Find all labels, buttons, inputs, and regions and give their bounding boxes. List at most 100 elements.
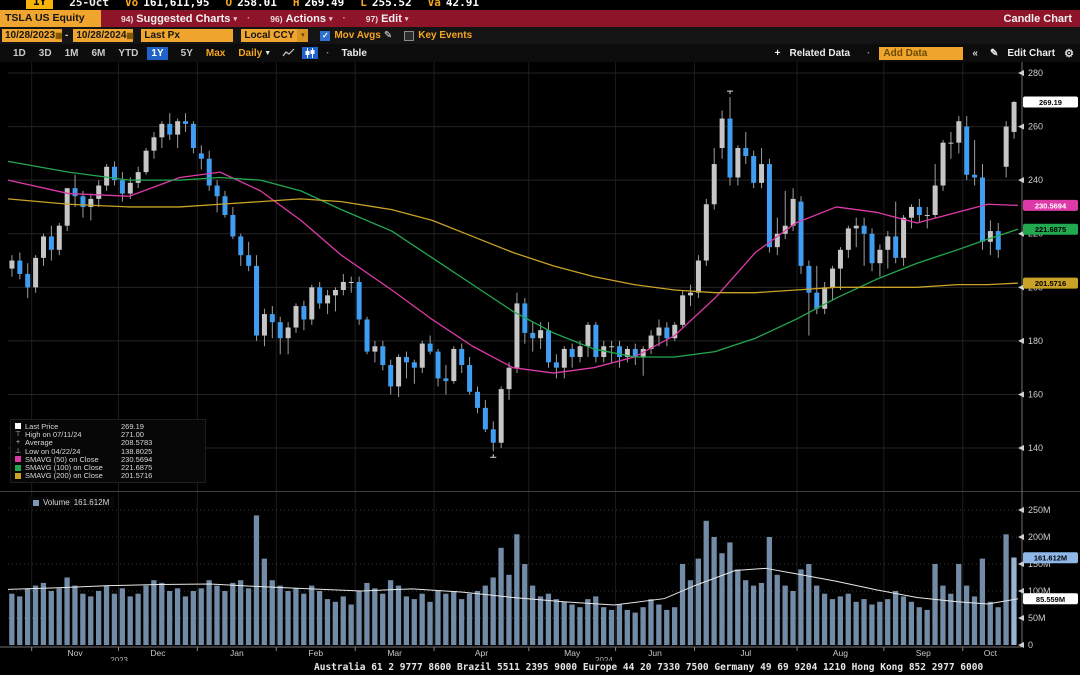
svg-text:Feb: Feb [308, 648, 323, 658]
line-chart-icon[interactable] [282, 48, 295, 58]
currency-dropdown-icon[interactable]: ▾ [297, 29, 309, 42]
svg-text:180: 180 [1028, 336, 1043, 346]
gear-icon[interactable]: ⚙ [1064, 47, 1074, 60]
svg-text:Jun: Jun [648, 648, 662, 658]
legend-low[interactable]: ⊥ Low on 04/22/24 138.8025 [15, 446, 153, 456]
related-data-button[interactable]: Related Data [789, 47, 851, 59]
legend-smavg50[interactable]: SMAVG (50) on Close 230.5694 [15, 455, 201, 464]
volume-ma-line [7, 567, 1019, 606]
svg-text:201.5716: 201.5716 [1035, 279, 1066, 288]
period-1y-selected[interactable]: 1Y [147, 46, 168, 60]
quote-high: H 269.49 [292, 0, 345, 9]
svg-text:161.612M: 161.612M [1034, 554, 1067, 563]
range-bar: 1D 3D 1M 6M YTD 1Y 5Y Max Daily ▼ · Tabl… [0, 44, 1080, 62]
legend-smavg200[interactable]: SMAVG (200) on Close 201.5716 [15, 471, 201, 480]
legend-high[interactable]: ⊤ High on 07/11/24 271.00 [15, 429, 144, 439]
frequency-select[interactable]: Daily [238, 47, 263, 59]
calendar-icon[interactable]: ▦ [55, 31, 63, 40]
candles [9, 97, 1017, 452]
plus-icon: + [774, 47, 781, 59]
chart-legend[interactable]: Last Price 269.19 ⊤ High on 07/11/24 271.0… [10, 419, 206, 484]
svg-text:140: 140 [1028, 443, 1043, 453]
period-1d[interactable]: 1D [13, 47, 26, 59]
svg-text:Jan: Jan [230, 648, 244, 658]
period-ytd[interactable]: YTD [118, 47, 139, 59]
svg-text:Oct: Oct [984, 648, 998, 658]
quote-badge: 1Y [26, 0, 54, 9]
svg-text:Jul: Jul [740, 648, 751, 658]
gridlines [8, 62, 1018, 651]
axis-tags: 201.5716 221.6875 230.5694 269.19 161.612M 85… [1023, 96, 1078, 605]
menu-edit[interactable]: 97) Edit ▾ [365, 12, 409, 25]
quote-open: O 258.01 [225, 0, 277, 9]
svg-text:2023: 2023 [110, 656, 128, 664]
svg-text:Apr: Apr [475, 648, 488, 658]
svg-text:200M: 200M [1028, 532, 1051, 542]
mov-avgs-checkbox[interactable]: ✓ [320, 30, 331, 41]
pencil-icon[interactable]: ✎ [383, 30, 393, 41]
chevron-down-icon: ▾ [404, 15, 409, 23]
fn-num: 94) [121, 13, 134, 24]
quote-value: Va 42.91 [427, 0, 479, 9]
date-to-input[interactable]: 10/28/2024 ▦ [73, 29, 134, 42]
volume-value: 161.612M [73, 498, 110, 507]
svg-text:85.559M: 85.559M [1036, 595, 1065, 604]
svg-text:150M: 150M [1028, 559, 1051, 569]
svg-text:Nov: Nov [68, 648, 84, 658]
table-button[interactable]: Table [341, 47, 367, 59]
add-data-input[interactable]: Add Data [879, 46, 964, 60]
svg-text:Dec: Dec [150, 648, 166, 658]
period-1m[interactable]: 1M [64, 47, 79, 59]
mov-avgs-label[interactable]: Mov Avgs [334, 30, 381, 41]
period-5y[interactable]: 5Y [180, 47, 193, 59]
key-events-checkbox[interactable] [404, 30, 415, 41]
menu-suggested-charts[interactable]: 94) Suggested Charts ▾ [121, 12, 237, 25]
pencil-icon: ✎ [989, 47, 999, 59]
menu-bar: TSLA US Equity 94) Suggested Charts ▾ · … [0, 10, 1080, 27]
high-marker-icon: ⊤ [15, 431, 22, 439]
chart-type-title: Candle Chart [1003, 12, 1072, 25]
smavg200-line [7, 198, 1019, 294]
volume-legend[interactable]: Volume 161.612M [28, 497, 115, 508]
legend-average[interactable]: + Average 208.5783 [15, 438, 153, 448]
svg-text:280: 280 [1028, 68, 1043, 78]
security-ticker[interactable]: TSLA US Equity [0, 10, 101, 27]
period-max[interactable]: Max [205, 47, 226, 59]
chevron-down-icon: ▾ [233, 15, 237, 23]
date-from-input[interactable]: 10/28/2023 ▦ [2, 29, 63, 42]
svg-text:260: 260 [1028, 122, 1043, 132]
volume-chip [33, 499, 39, 506]
date-range-dash: - [65, 30, 69, 41]
svg-text:May: May [564, 648, 581, 658]
chart-toolbar: 10/28/2023 ▦ - 10/28/2024 ▦ Last Px Local … [0, 27, 1080, 44]
toolbar-separator: · [867, 47, 871, 59]
price-field-input[interactable]: Last Px [141, 29, 234, 42]
svg-text:Mar: Mar [387, 648, 402, 658]
quote-low: L 255.52 [360, 0, 412, 9]
svg-text:240: 240 [1028, 175, 1043, 185]
svg-text:2024: 2024 [595, 656, 613, 664]
menu-actions[interactable]: 96) Actions ▾ [270, 12, 333, 25]
legend-last-price[interactable]: Last Price 269.19 [15, 422, 201, 431]
volume-bars [9, 515, 1017, 645]
menu-separator: · [342, 13, 346, 24]
svg-text:269.19: 269.19 [1039, 98, 1062, 107]
edit-chart-button[interactable]: Edit Chart [1007, 47, 1056, 59]
legend-smavg100[interactable]: SMAVG (100) on Close 221.6875 [15, 463, 201, 472]
collapse-icon[interactable]: « [972, 47, 978, 59]
svg-text:221.6875: 221.6875 [1035, 225, 1066, 234]
key-events-label[interactable]: Key Events [418, 30, 473, 41]
svg-text:Aug: Aug [833, 648, 848, 658]
candlestick-chart[interactable]: 280260240220200180160140250M200M150M100M… [0, 62, 1080, 664]
svg-text:50M: 50M [1028, 613, 1046, 623]
candle-chart-icon[interactable] [302, 47, 319, 59]
period-3d[interactable]: 3D [38, 47, 52, 59]
calendar-icon[interactable]: ▦ [126, 31, 134, 40]
currency-select[interactable]: Local CCY [241, 29, 298, 42]
time-axis-labels: Nov Dec Jan Feb Mar Apr May Jun Jul Aug Sep Oct 2023… [68, 648, 998, 664]
smavg100-line [7, 160, 1019, 358]
smavg100-chip [15, 464, 21, 471]
svg-text:Sep: Sep [916, 648, 931, 658]
toolbar-separator: · [326, 47, 330, 59]
period-6m[interactable]: 6M [91, 47, 106, 59]
